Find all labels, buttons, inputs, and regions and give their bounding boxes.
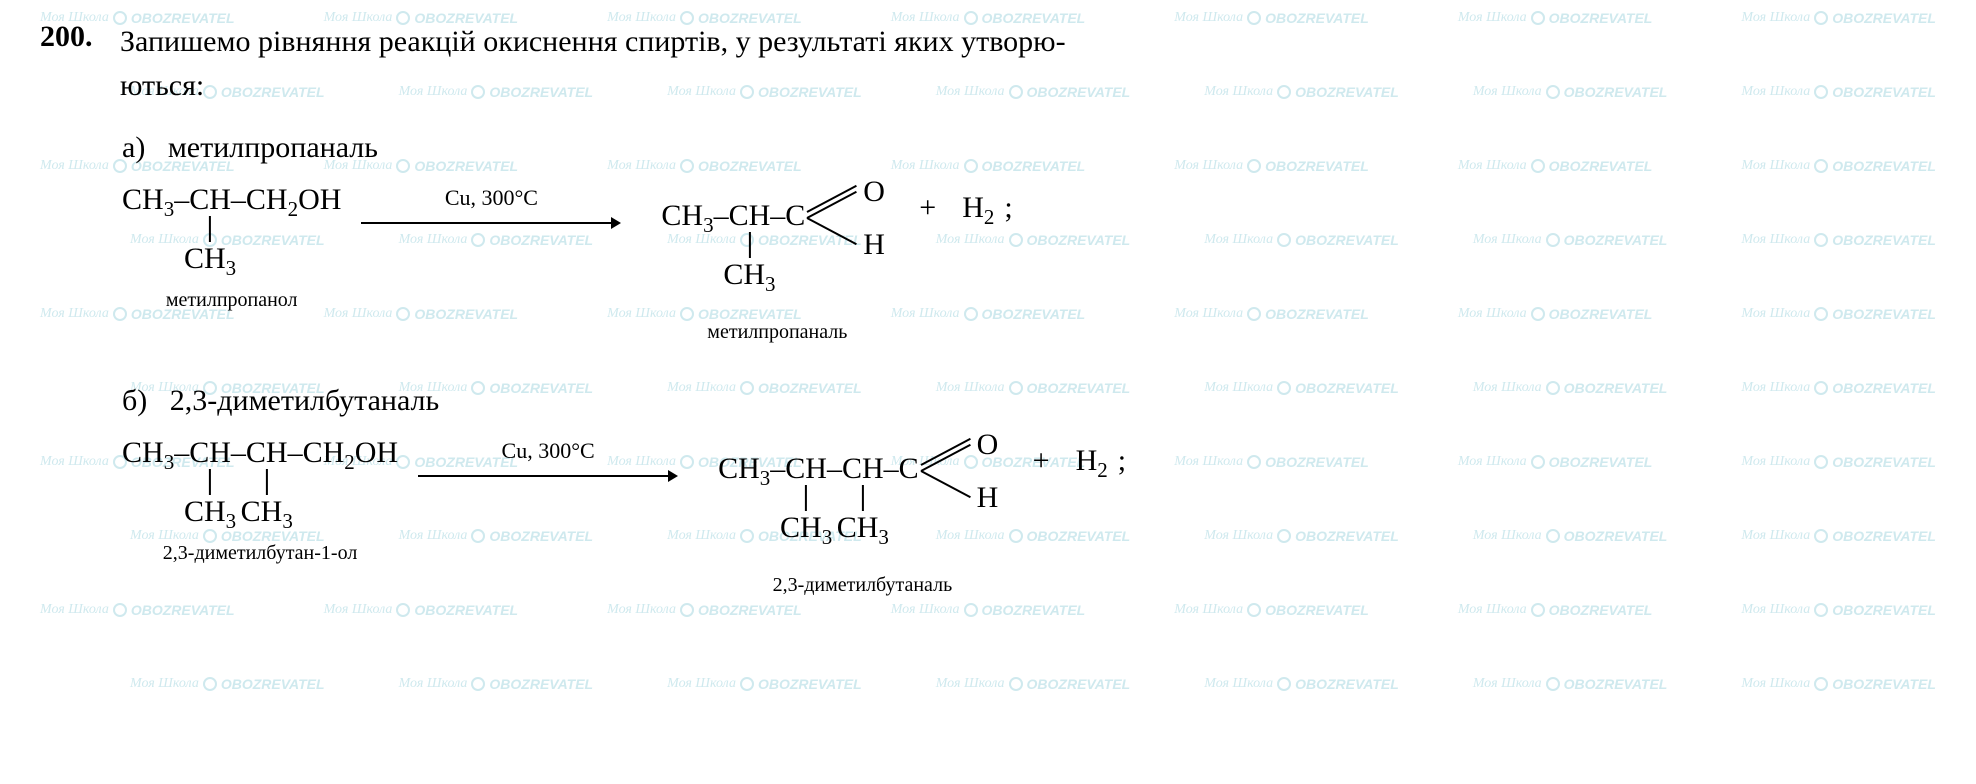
product-a-branch: CH3 (723, 260, 775, 295)
problem-heading: 200. Запишемо рівняння реакцій окиснення… (40, 20, 1936, 107)
plus-sign-a: + (919, 183, 936, 225)
reagent-b-chain: CH3– CH CH3 – CH CH3 –CH2OH (122, 436, 398, 474)
aldehyde-bonds-icon (921, 436, 977, 506)
reagent-a-branch: CH3 (184, 244, 236, 279)
watermark-item: Моя ШколаOBOZREVATEL (399, 676, 594, 692)
product-a: CH3– CH CH3 –C O H метилпропаналь (661, 183, 893, 344)
reaction-b-conditions: Cu, 300°C (418, 438, 678, 464)
product-b-chain: CH3– CH CH3 – CH CH3 –C O H (718, 436, 1007, 506)
reagent-b: CH3– CH CH3 – CH CH3 –CH2OH 2,3-диметилб… (122, 436, 398, 565)
watermark-item: Моя ШколаOBOZREVATEL (1204, 676, 1399, 692)
aldehyde-H-b: H (977, 481, 999, 514)
subitem-a-name: метилпропаналь (168, 131, 378, 164)
watermark-item: Моя ШколаOBOZREVATEL (130, 676, 325, 692)
semicolon-a: ; (1004, 183, 1012, 225)
reagent-a-label: метилпропанол (122, 289, 341, 312)
subitem-b-letter: б) (122, 384, 147, 417)
aldehyde-O: O (863, 175, 885, 208)
aldehyde-H: H (863, 228, 885, 261)
aldehyde-bonds-icon (807, 183, 863, 253)
product-a-chain: CH3– CH CH3 –C O H (661, 183, 893, 253)
reagent-b-branch-2: CH3 (241, 497, 293, 532)
product-b-branch-1: CH3 (780, 513, 832, 548)
byproduct-a: H2 (962, 183, 994, 230)
product-b-branch-2: CH3 (837, 513, 889, 548)
document-content: 200. Запишемо рівняння реакцій окиснення… (0, 0, 1976, 617)
watermark-item: Моя ШколаOBOZREVATEL (1741, 676, 1936, 692)
subitem-b-name: 2,3-диметилбутаналь (170, 384, 439, 417)
problem-number: 200. (40, 20, 110, 54)
product-a-label: метилпропаналь (661, 321, 893, 344)
reagent-a-chain: CH3– CH CH3 –CH2OH (122, 183, 341, 221)
aldehyde-O-b: O (977, 428, 999, 461)
reagent-a: CH3– CH CH3 –CH2OH метилпропанол (122, 183, 341, 312)
watermark-item: Моя ШколаOBOZREVATEL (936, 676, 1131, 692)
subitem-a-letter: а) (122, 131, 145, 164)
problem-statement: Запишемо рівняння реакцій окиснення спир… (120, 20, 1066, 107)
product-b: CH3– CH CH3 – CH CH3 –C O H 2,3-диметилб… (718, 436, 1007, 597)
plus-sign-b: + (1033, 436, 1050, 478)
reagent-b-branch-1: CH3 (184, 497, 236, 532)
byproduct-b: H2 (1076, 436, 1108, 483)
watermark-item: Моя ШколаOBOZREVATEL (1473, 676, 1668, 692)
reaction-b-arrow: Cu, 300°C (418, 436, 678, 486)
arrow-icon (361, 213, 621, 233)
reaction-b: CH3– CH CH3 – CH CH3 –CH2OH 2,3-диметилб… (122, 436, 1936, 597)
semicolon-b: ; (1118, 436, 1126, 478)
problem-statement-line1: Запишемо рівняння реакцій окиснення спир… (120, 25, 1066, 58)
product-b-label: 2,3-диметилбутаналь (718, 574, 1007, 597)
reagent-b-label: 2,3-диметилбутан-1-ол (122, 542, 398, 565)
watermark-item: Моя ШколаOBOZREVATEL (667, 676, 862, 692)
problem-statement-line2: ються: (120, 69, 204, 102)
subitem-a-title: а) метилпропаналь (122, 131, 1936, 165)
reaction-a: CH3– CH CH3 –CH2OH метилпропанол Cu, 300… (122, 183, 1936, 344)
reaction-a-arrow: Cu, 300°C (361, 183, 621, 233)
arrow-icon (418, 466, 678, 486)
reaction-a-conditions: Cu, 300°C (361, 185, 621, 211)
subitem-b-title: б) 2,3-диметилбутаналь (122, 384, 1936, 418)
